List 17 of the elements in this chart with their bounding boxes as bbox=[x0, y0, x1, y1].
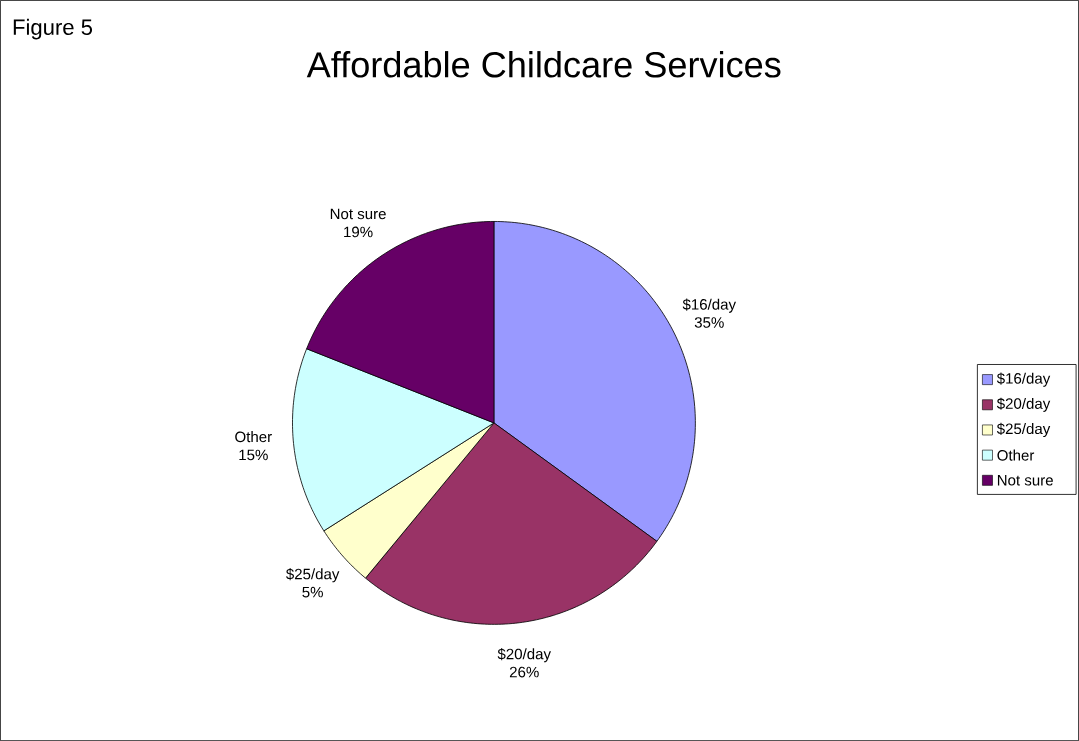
legend-label: Not sure bbox=[997, 475, 1053, 486]
legend-label: $16/day bbox=[996, 372, 1051, 387]
slice-label: Other bbox=[235, 431, 272, 443]
legend-label: Other bbox=[997, 449, 1035, 461]
data-label: 15% bbox=[239, 449, 268, 461]
slice-label: $16/day bbox=[682, 298, 737, 313]
slice-label: $20/day bbox=[497, 648, 551, 663]
legend-label: $25/day bbox=[996, 422, 1051, 438]
caption: Figure 5 bbox=[13, 18, 93, 40]
legend-label: $20/day bbox=[996, 397, 1051, 412]
data-label: 19% bbox=[344, 226, 373, 238]
data-label: 5% bbox=[302, 586, 323, 598]
slice-label: Not sure bbox=[330, 208, 386, 220]
slice-label: $25/day bbox=[286, 568, 340, 583]
data-label: 26% bbox=[509, 666, 539, 678]
data-label: 35% bbox=[694, 317, 724, 328]
chart-title: Affordable Childcare Services bbox=[306, 51, 781, 78]
